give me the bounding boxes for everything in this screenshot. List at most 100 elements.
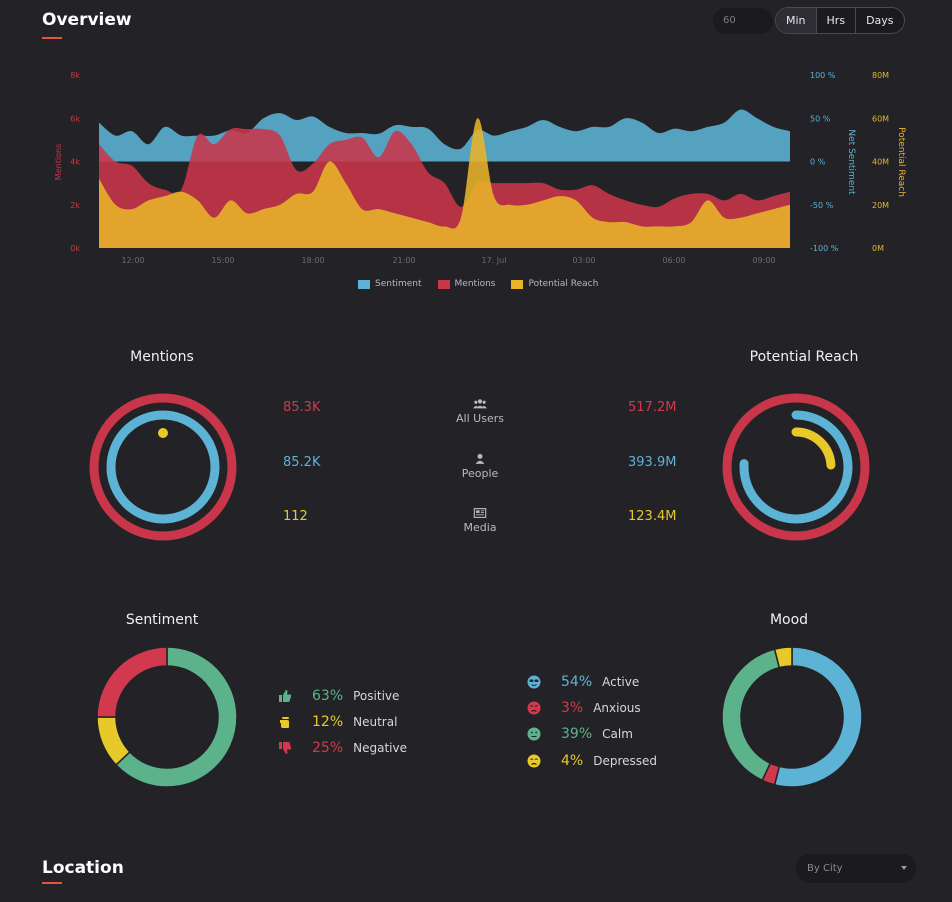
cool-face-icon (527, 675, 541, 689)
range-days-button[interactable]: Days (855, 8, 903, 33)
y-right-sentiment-tick-label: -50 % (810, 201, 834, 210)
y-right-sentiment-axis-title: Net Sentiment (846, 129, 856, 195)
thumbs-down-icon (279, 742, 292, 754)
mood-donut-chart (721, 646, 863, 788)
y-right-sentiment-tick-label: 100 % (810, 71, 836, 80)
media-text: Media (463, 521, 497, 534)
x-tick-label: 09:00 (752, 256, 775, 265)
mentions-ring-chart (89, 393, 237, 541)
mood-slice-active[interactable] (773, 646, 863, 788)
people-text: People (461, 467, 499, 480)
mood-calm-pct: 39% (561, 726, 593, 742)
interval-input[interactable]: 60 (713, 8, 773, 34)
mood-title: Mood (769, 612, 809, 628)
mentions-title: Mentions (130, 349, 194, 365)
mentions-people-value: 85.2K (283, 455, 321, 470)
y-right-sentiment-tick-label: 0 % (810, 158, 826, 167)
all-users-label: All Users (440, 398, 520, 425)
y-left-tick-label: 8k (70, 71, 80, 80)
x-tick-label: 03:00 (572, 256, 595, 265)
reach-all-users-value: 517.2M (628, 400, 677, 415)
people-label: People (440, 453, 520, 480)
location-select-value: By City (807, 863, 843, 874)
chart-legend: Sentiment Mentions Potential Reach (358, 279, 598, 289)
range-hrs-button[interactable]: Hrs (815, 8, 856, 33)
legend-label: Potential Reach (528, 279, 599, 289)
mentions-ring-inner (106, 410, 220, 524)
y-right-reach-tick-label: 20M (872, 201, 889, 210)
x-tick-label: 12:00 (121, 256, 144, 265)
sentiment-neutral-label: Neutral (353, 715, 398, 729)
mentions-ring-dot (158, 428, 168, 438)
y-left-axis-title: Mentions (54, 144, 63, 180)
y-left-tick-label: 0k (70, 244, 80, 253)
reach-media-value: 123.4M (628, 509, 677, 524)
sentiment-slice-positive[interactable] (114, 646, 238, 788)
thumbs-up-icon (279, 690, 292, 702)
x-tick-label: 21:00 (392, 256, 415, 265)
mood-active-pct: 54% (561, 674, 593, 690)
all-users-text: All Users (456, 412, 504, 425)
title-underline (42, 37, 62, 39)
y-right-reach-tick-label: 0M (872, 244, 884, 253)
mentions-media-value: 112 (283, 509, 308, 524)
mood-active-row: 54% Active (527, 674, 639, 690)
x-tick-label: 15:00 (211, 256, 234, 265)
sentiment-title: Sentiment (125, 612, 199, 628)
legend-item-sentiment[interactable]: Sentiment (358, 279, 422, 289)
range-min-button[interactable]: Min (776, 8, 816, 33)
y-right-sentiment-tick-label: 50 % (810, 114, 831, 123)
overview-title: Overview (42, 10, 132, 39)
sentiment-negative-label: Negative (353, 741, 407, 755)
x-tick-label: 06:00 (662, 256, 685, 265)
sad-face-icon (527, 754, 541, 768)
newspaper-icon (473, 508, 487, 518)
overview-title-text: Overview (42, 10, 132, 30)
reach-title: Potential Reach (749, 349, 859, 365)
x-tick-label: 18:00 (301, 256, 324, 265)
sentiment-positive-label: Positive (353, 689, 400, 703)
series-area-potential-reach[interactable] (99, 118, 790, 248)
legend-item-reach[interactable]: Potential Reach (511, 279, 598, 289)
reach-ring-mid (739, 410, 853, 524)
y-left-tick-label: 2k (70, 201, 80, 210)
y-right-reach-tick-label: 40M (872, 158, 889, 167)
legend-label: Mentions (454, 279, 496, 289)
chevron-down-icon (901, 866, 907, 870)
sentiment-negative-row: 25% Negative (278, 740, 407, 756)
users-icon (473, 399, 487, 409)
sentiment-donut-chart (96, 646, 238, 788)
y-left-tick-label: 4k (70, 158, 80, 167)
reach-people-value: 393.9M (628, 455, 677, 470)
location-group-select[interactable]: By City (796, 854, 916, 883)
mood-depressed-pct: 4% (561, 753, 584, 769)
person-icon (475, 453, 485, 464)
mood-slice-depressed[interactable] (773, 646, 793, 669)
y-right-reach-tick-label: 80M (872, 71, 889, 80)
legend-swatch (511, 279, 524, 289)
mood-anxious-label: Anxious (593, 701, 641, 715)
mood-anxious-row: 3% Anxious (527, 700, 641, 716)
mentions-ring-outer (89, 393, 237, 541)
x-tick-label: 17. Jul (482, 256, 507, 265)
reach-ring-chart (722, 393, 870, 541)
sentiment-slice-negative[interactable] (96, 646, 168, 718)
legend-swatch (437, 279, 450, 289)
reach-ring-inner (756, 427, 836, 507)
sentiment-positive-row: 63% Positive (278, 688, 399, 704)
mood-calm-label: Calm (602, 727, 633, 741)
time-range-toggle: Min Hrs Days (775, 7, 905, 34)
title-underline (42, 882, 62, 884)
media-label: Media (440, 507, 520, 534)
y-left-tick-label: 6k (70, 114, 80, 123)
mentions-all-users-value: 85.3K (283, 400, 321, 415)
mood-anxious-pct: 3% (561, 700, 584, 716)
legend-item-mentions[interactable]: Mentions (437, 279, 496, 289)
location-title: Location (42, 858, 124, 884)
y-right-sentiment-tick-label: -100 % (810, 244, 839, 253)
y-right-reach-axis-title: Potential Reach (896, 127, 906, 197)
mood-slice-calm[interactable] (721, 648, 781, 782)
sentiment-positive-pct: 63% (312, 688, 344, 704)
anxious-face-icon (527, 701, 541, 715)
mood-depressed-label: Depressed (593, 754, 658, 768)
